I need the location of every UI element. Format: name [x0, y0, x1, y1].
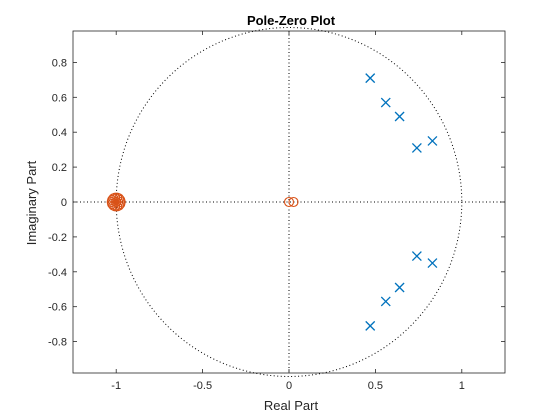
y-tick-label: -0.4 — [48, 267, 67, 279]
pole-stroke — [394, 282, 405, 293]
pole-marker — [427, 135, 438, 146]
pole-stroke — [411, 251, 422, 262]
pole-marker — [394, 111, 405, 122]
pole-marker — [411, 142, 422, 153]
pole-stroke — [411, 142, 422, 153]
pole-stroke — [427, 135, 438, 146]
y-tick-label: -0.8 — [48, 337, 67, 349]
zero-marker — [288, 196, 299, 208]
x-tick-label: 1 — [459, 380, 465, 392]
y-tick-label: 0.2 — [52, 162, 67, 174]
pole-marker — [365, 73, 376, 84]
tick-layer: -1 -0.5 0 0.5 1 -0.8 -0.6 -0.4 -0.2 0 0.2 0.4 0.6 0.8 — [48, 31, 505, 392]
pole-marker — [380, 296, 391, 307]
guide-layer — [73, 27, 505, 377]
pole-stroke — [365, 320, 376, 331]
y-tick-label: 0.4 — [52, 127, 67, 139]
pole-stroke — [394, 111, 405, 122]
chart-title: Pole-Zero Plot — [247, 13, 336, 28]
y-tick-label: -0.6 — [48, 302, 67, 314]
y-tick-label: 0.8 — [52, 57, 67, 69]
zero-marker — [107, 194, 118, 206]
pole-stroke — [427, 258, 438, 269]
pole-marker — [380, 97, 391, 108]
y-tick-label: 0.6 — [52, 92, 67, 104]
pole-marker — [365, 320, 376, 331]
x-tick-label: -0.5 — [193, 380, 212, 392]
zero-marker — [112, 192, 123, 203]
x-tick-label: -1 — [111, 380, 121, 392]
x-axis-label: Real Part — [264, 398, 319, 413]
zero-marker — [115, 194, 126, 206]
pole-stroke — [380, 296, 391, 307]
x-tick-label: 0.5 — [368, 380, 383, 392]
pole-stroke — [380, 97, 391, 108]
zero-marker — [108, 193, 119, 204]
y-tick-label: 0 — [61, 197, 67, 209]
pole-stroke — [365, 73, 376, 84]
pole-marker — [427, 258, 438, 269]
zero-marker — [113, 193, 125, 204]
x-tick-label: 0 — [286, 380, 292, 392]
marker-layer — [106, 73, 438, 331]
pole-marker — [411, 251, 422, 262]
zero-marker — [283, 196, 295, 208]
y-axis-label: Imaginary Part — [24, 160, 39, 245]
y-tick-label: -0.2 — [48, 232, 67, 244]
pole-marker — [394, 282, 405, 293]
